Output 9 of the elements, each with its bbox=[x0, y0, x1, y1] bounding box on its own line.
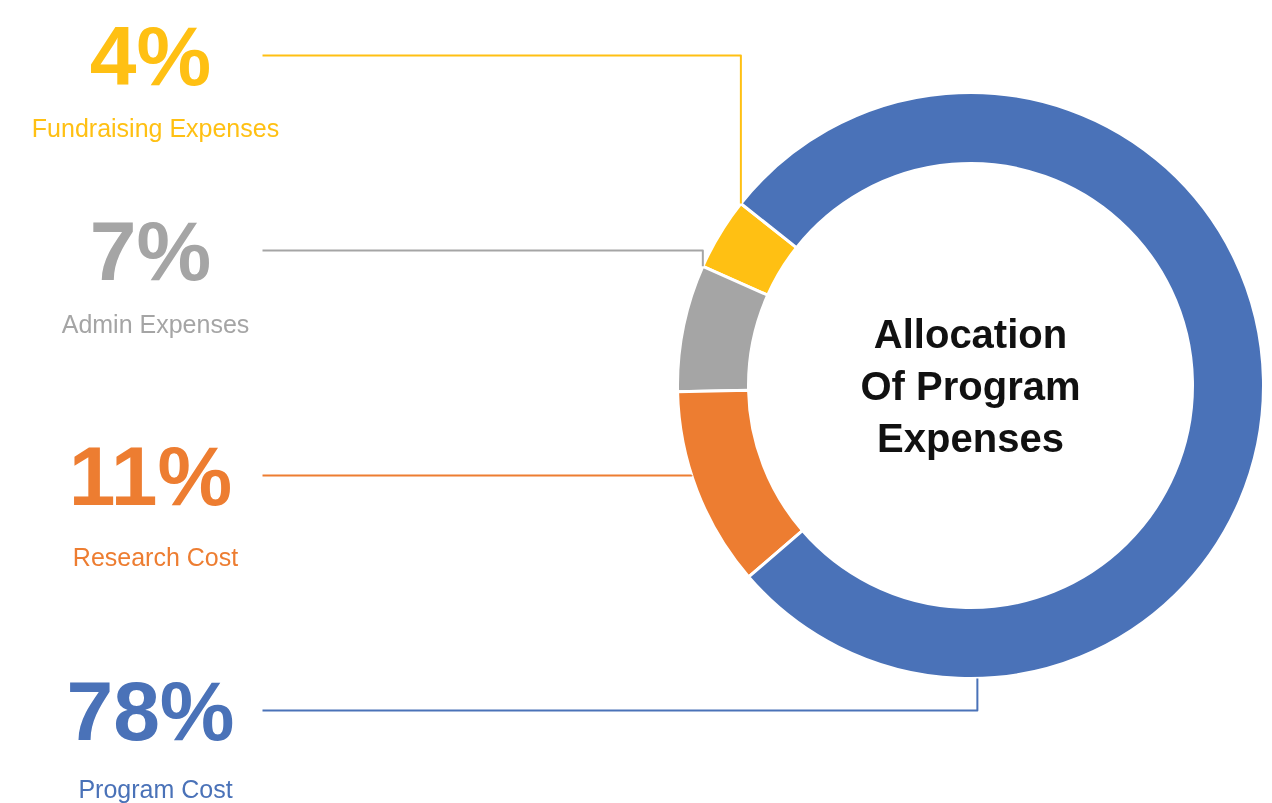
slice-label: Fundraising Expenses bbox=[31, 113, 280, 142]
text: Allocation Of Program Expenses bbox=[860, 311, 1081, 460]
slice-label: Research Cost bbox=[72, 542, 239, 571]
data-label: 78% bbox=[66, 663, 235, 758]
data-label: 11% bbox=[68, 428, 233, 523]
slice-label: Program Cost bbox=[78, 774, 233, 803]
data-label: 4% bbox=[89, 8, 212, 103]
data-label: 7% bbox=[89, 203, 212, 298]
slice-label: Admin Expenses bbox=[61, 309, 250, 338]
